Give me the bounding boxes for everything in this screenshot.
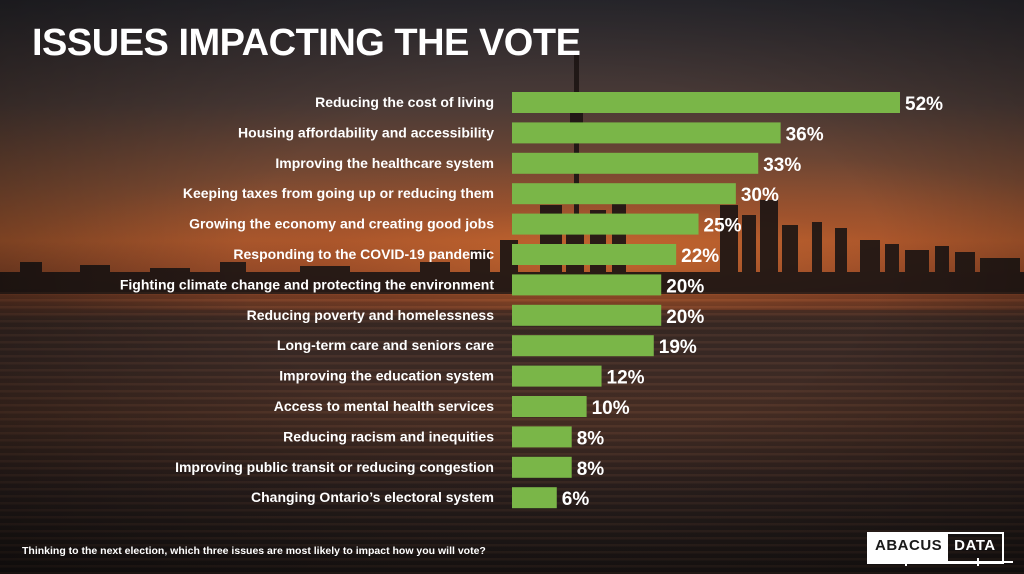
category-label: Keeping taxes from going up or reducing … bbox=[183, 185, 494, 201]
bar bbox=[512, 304, 662, 326]
category-label: Fighting climate change and protecting t… bbox=[120, 276, 494, 292]
category-label: Responding to the COVID-19 pandemic bbox=[233, 246, 494, 262]
bar bbox=[512, 426, 572, 448]
bar bbox=[512, 244, 677, 265]
bar bbox=[512, 183, 736, 205]
abacus-data-logo: ABACUS DATA bbox=[867, 532, 1004, 564]
category-label: Reducing poverty and homelessness bbox=[247, 307, 495, 323]
logo-word-abacus: ABACUS bbox=[869, 534, 949, 562]
category-label: Housing affordability and accessibility bbox=[238, 124, 494, 140]
bar bbox=[512, 487, 557, 509]
value-label: 20% bbox=[666, 276, 704, 297]
value-label: 8% bbox=[577, 459, 605, 480]
bar bbox=[512, 365, 602, 387]
bar bbox=[512, 274, 662, 296]
category-label: Reducing racism and inequities bbox=[283, 428, 494, 444]
value-label: 33% bbox=[763, 155, 801, 176]
value-label: 22% bbox=[681, 246, 719, 267]
category-label: Growing the economy and creating good jo… bbox=[189, 216, 494, 232]
value-label: 25% bbox=[704, 216, 742, 237]
bar bbox=[512, 92, 900, 113]
value-label: 20% bbox=[666, 307, 704, 328]
value-label: 36% bbox=[786, 124, 824, 145]
logo-underline bbox=[867, 558, 1013, 567]
bar bbox=[512, 152, 759, 174]
value-label: 19% bbox=[659, 337, 697, 358]
logo-word-data: DATA bbox=[954, 537, 996, 554]
category-label: Access to mental health services bbox=[274, 398, 494, 414]
survey-question-footnote: Thinking to the next election, which thr… bbox=[22, 545, 486, 557]
value-label: 8% bbox=[577, 428, 605, 449]
bar bbox=[512, 456, 572, 478]
category-label: Improving public transit or reducing con… bbox=[175, 459, 494, 475]
value-label: 30% bbox=[741, 185, 779, 206]
value-label: 52% bbox=[905, 94, 943, 115]
category-label: Changing Ontario’s electoral system bbox=[251, 489, 494, 505]
bar bbox=[512, 396, 587, 417]
category-label: Reducing the cost of living bbox=[315, 94, 494, 110]
category-label: Long-term care and seniors care bbox=[277, 337, 494, 353]
value-label: 10% bbox=[592, 398, 630, 419]
page-title: ISSUES IMPACTING THE VOTE bbox=[32, 22, 581, 64]
category-label: Improving the education system bbox=[279, 368, 494, 384]
bar bbox=[512, 335, 654, 357]
bar bbox=[512, 122, 781, 144]
category-label: Improving the healthcare system bbox=[275, 155, 494, 171]
value-label: 12% bbox=[607, 368, 645, 389]
value-label: 6% bbox=[562, 489, 590, 510]
bar bbox=[512, 213, 699, 235]
